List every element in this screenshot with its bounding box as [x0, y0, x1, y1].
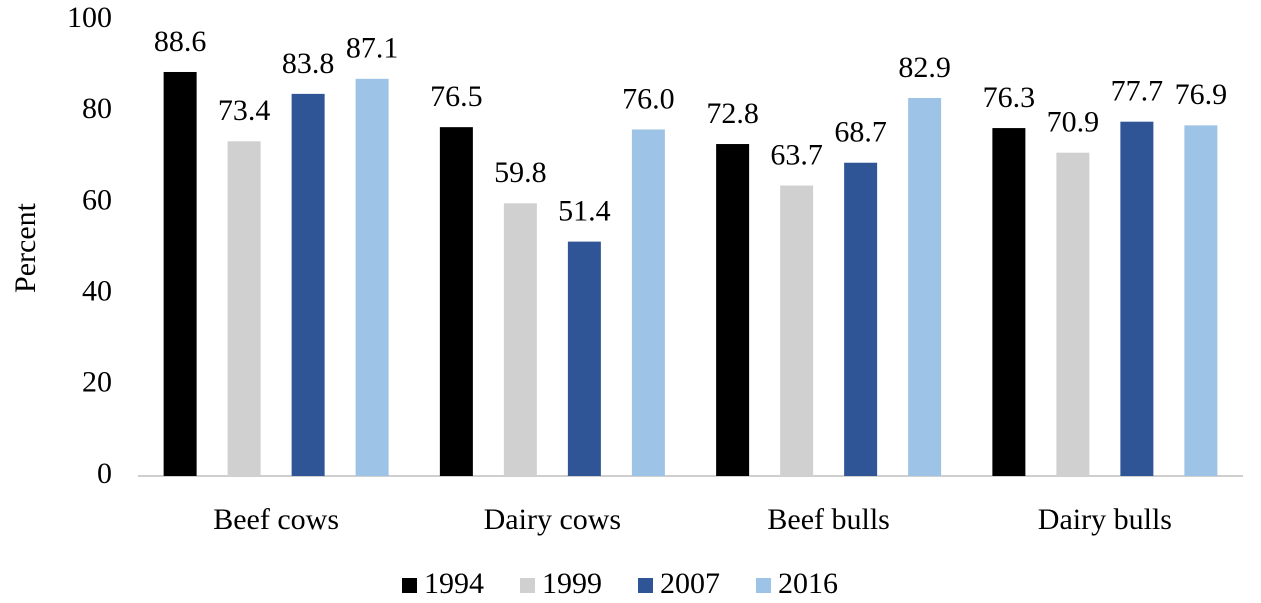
bar: [908, 97, 942, 476]
data-label: 76.3: [983, 81, 1036, 114]
data-label: 76.0: [622, 82, 675, 115]
y-tick-label: 80: [82, 92, 112, 125]
legend-swatch: [638, 578, 653, 593]
legend-label: 2016: [778, 567, 838, 600]
data-label: 83.8: [282, 47, 335, 80]
bar: [844, 162, 878, 476]
bar: [631, 129, 665, 476]
legend-swatch: [520, 578, 535, 593]
bar: [503, 203, 537, 476]
y-tick-label: 20: [82, 366, 112, 399]
bar: [567, 241, 601, 476]
bar: [1120, 121, 1154, 477]
bar: [992, 128, 1026, 476]
y-axis-label: Percent: [9, 202, 42, 293]
bar: [163, 71, 197, 476]
y-tick-label: 0: [97, 457, 112, 490]
legend-label: 2007: [660, 567, 720, 600]
legend-swatch: [402, 578, 417, 593]
bar: [1184, 125, 1218, 476]
x-tick-label: Beef bulls: [767, 503, 889, 536]
bar: [716, 144, 750, 477]
data-label: 59.8: [494, 156, 547, 189]
bar: [439, 127, 473, 476]
legend-label: 1994: [424, 567, 484, 600]
data-label: 73.4: [218, 94, 271, 127]
bar: [780, 185, 814, 476]
data-label: 87.1: [346, 32, 399, 65]
y-tick-label: 40: [82, 274, 112, 307]
y-tick-label: 60: [82, 183, 112, 216]
data-label: 68.7: [834, 116, 887, 149]
bar: [291, 93, 325, 476]
legend-label: 1999: [542, 567, 602, 600]
y-tick-label: 100: [67, 1, 112, 34]
legend-swatch: [756, 578, 771, 593]
x-tick-label: Beef cows: [213, 503, 339, 536]
data-label: 72.8: [706, 97, 759, 130]
data-label: 76.9: [1175, 78, 1228, 111]
x-tick-label: Dairy bulls: [1038, 503, 1172, 536]
data-label: 76.5: [430, 80, 483, 113]
bar: [355, 78, 389, 476]
data-label: 63.7: [770, 138, 823, 171]
data-label: 82.9: [898, 51, 951, 84]
bar: [1056, 152, 1090, 477]
data-label: 77.7: [1111, 75, 1164, 108]
data-label: 88.6: [154, 25, 207, 58]
x-tick-label: Dairy cows: [484, 503, 621, 536]
bar: [227, 141, 261, 476]
data-label: 51.4: [558, 195, 611, 228]
data-label: 70.9: [1047, 106, 1100, 139]
